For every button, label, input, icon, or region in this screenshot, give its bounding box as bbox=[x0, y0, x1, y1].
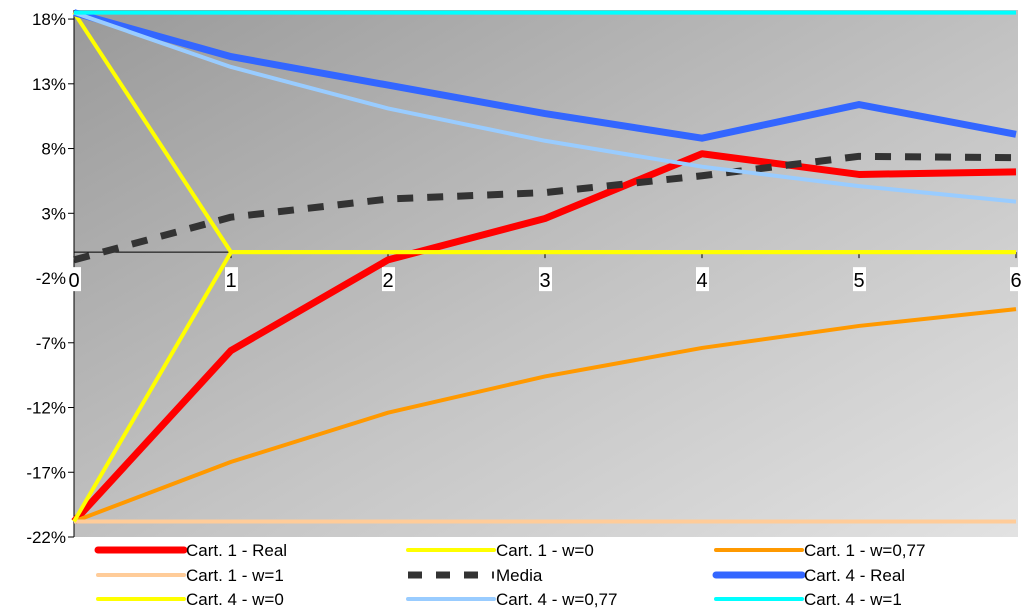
y-tick-label: 8% bbox=[41, 140, 66, 159]
legend-label: Cart. 1 - w=1 bbox=[186, 566, 284, 585]
series-line-cart-1-w-0-77 bbox=[73, 307, 1017, 524]
series-line-cart-4-w-0-77 bbox=[73, 10, 1017, 204]
y-tick-label: -17% bbox=[26, 463, 66, 482]
x-tick-label-bg bbox=[1010, 267, 1023, 292]
legend-label: Media bbox=[496, 566, 543, 585]
y-tick-label: -22% bbox=[26, 528, 66, 547]
y-tick-label: -7% bbox=[36, 334, 66, 353]
x-tick-label-bg bbox=[696, 267, 709, 292]
y-tick-label: 3% bbox=[41, 204, 66, 223]
y-tick-label: 13% bbox=[32, 75, 66, 94]
x-tick-label: 2 bbox=[382, 270, 393, 292]
y-tick-label: -2% bbox=[36, 269, 66, 288]
x-tick-label: 6 bbox=[1010, 270, 1021, 292]
y-tick-label: -12% bbox=[26, 399, 66, 418]
legend-label: Cart. 4 - w=0,77 bbox=[496, 590, 617, 609]
legend-label: Cart. 1 - w=0 bbox=[496, 541, 594, 560]
legend-label: Cart. 1 - Real bbox=[186, 541, 287, 560]
x-tick-label: 3 bbox=[539, 270, 550, 292]
x-tick-label-bg bbox=[68, 267, 81, 292]
legend-label: Cart. 4 - w=0 bbox=[186, 590, 284, 609]
x-tick-label: 1 bbox=[225, 270, 236, 292]
legend-label: Cart. 4 - w=1 bbox=[804, 590, 902, 609]
x-tick-label-bg bbox=[853, 267, 866, 292]
series-line-media bbox=[73, 152, 1017, 264]
series-line-cart-4-real bbox=[73, 9, 1017, 142]
series-line-cart-4-w-0 bbox=[72, 250, 1016, 523]
x-tick-label-bg bbox=[539, 267, 552, 292]
y-tick-label: 18% bbox=[32, 10, 66, 29]
x-tick-label-bg bbox=[225, 267, 238, 292]
series-line-cart-1-real bbox=[71, 150, 1017, 524]
x-tick-label: 4 bbox=[696, 270, 707, 292]
x-tick-label: 0 bbox=[68, 270, 79, 292]
legend-label: Cart. 1 - w=0,77 bbox=[804, 541, 925, 560]
x-tick-label: 5 bbox=[853, 270, 864, 292]
legend-label: Cart. 4 - Real bbox=[804, 566, 905, 585]
x-tick-label-bg bbox=[382, 267, 395, 292]
